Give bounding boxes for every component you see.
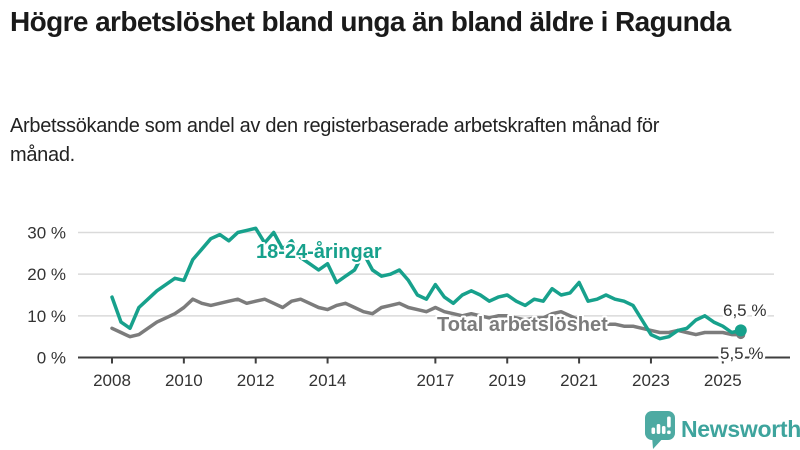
- x-tick-label: 2010: [165, 371, 203, 390]
- y-tick-label: 20 %: [27, 265, 66, 284]
- x-tick-label: 2019: [488, 371, 526, 390]
- chart-subtitle: Arbetssökande som andel av den registerb…: [10, 115, 660, 166]
- series-line-total: [110, 297, 743, 339]
- y-tick-labels: 0 % 10 % 20 % 30 %: [27, 223, 66, 367]
- newsworthy-logo-icon: [645, 411, 675, 449]
- x-tick-label: 2021: [560, 371, 598, 390]
- x-tick-label: 2008: [93, 371, 131, 390]
- x-tick-labels: 2008 2010 2012 2014 2017 2019 2021 2023 2025: [93, 371, 742, 390]
- series-line-young: [110, 226, 743, 341]
- x-tick-label: 2012: [237, 371, 275, 390]
- y-tick-label: 10 %: [27, 307, 66, 326]
- x-tick-label: 2025: [704, 371, 742, 390]
- series-label-total: Total arbetslöshet: [437, 314, 608, 336]
- end-value-label-total: 5,5 %: [720, 344, 763, 363]
- x-tick-label: 2014: [309, 371, 347, 390]
- gridlines: [78, 231, 774, 317]
- line-chart: 2008 2010 2012 2014 2017 2019 2021 2023 2025 0 %…: [27, 223, 790, 390]
- series-label-young: 18-24-åringar: [256, 240, 382, 263]
- end-value-label-young: 6,5 %: [723, 301, 766, 320]
- logo-bars: [651, 416, 671, 435]
- series-end-dot-young: [734, 324, 747, 337]
- brand-name: Newsworthy: [681, 416, 800, 442]
- brand-footer: Newsworthy: [643, 410, 800, 450]
- x-tick-label: 2017: [416, 371, 454, 390]
- page-title: Högre arbetslöshet bland unga än bland ä…: [10, 6, 731, 37]
- x-tick-label: 2023: [632, 371, 670, 390]
- y-tick-label: 30 %: [27, 223, 66, 242]
- series-layer: [110, 226, 747, 341]
- y-tick-label: 0 %: [37, 349, 66, 368]
- annotations: 18-24-åringar Total arbetslöshet 6,5 % 5…: [254, 238, 769, 366]
- axis-layer: [78, 356, 790, 364]
